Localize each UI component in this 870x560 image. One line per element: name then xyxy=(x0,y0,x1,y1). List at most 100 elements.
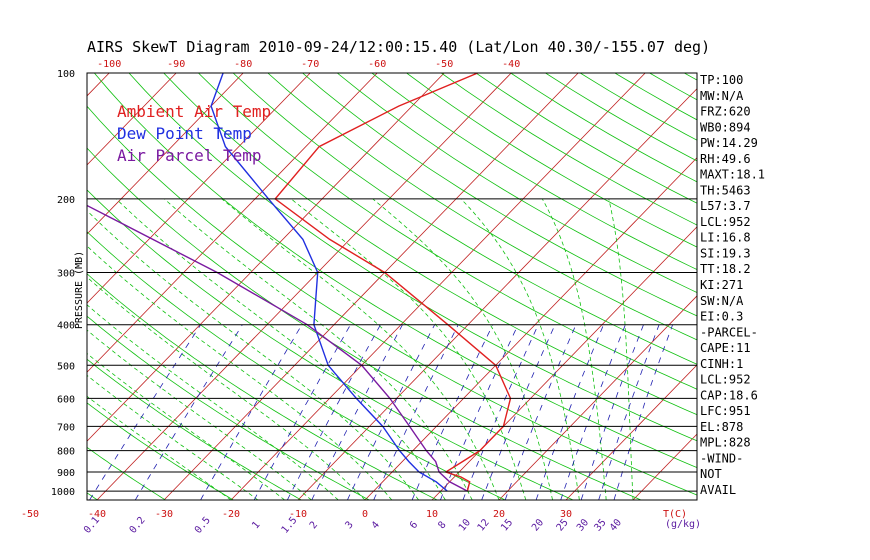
isotherm-line xyxy=(87,73,311,304)
mixing-ratio-line xyxy=(598,324,660,500)
moist-adiabat-line xyxy=(115,198,446,500)
mixing-ratio-tick-label: 20 xyxy=(530,517,546,533)
dry-adiabat-line xyxy=(649,73,697,101)
dry-adiabat-line xyxy=(87,231,506,500)
dry-adiabat-line xyxy=(87,446,166,500)
isotherm-line xyxy=(87,73,445,442)
moist-adiabat-line xyxy=(221,198,500,500)
dry-adiabat-line xyxy=(87,402,234,500)
index-line: LCL:952 xyxy=(700,215,751,229)
mixing-ratio-tick-label: 30 xyxy=(575,517,591,533)
index-line: AVAIL xyxy=(700,483,736,497)
isotherm-line xyxy=(96,73,512,500)
mixing-ratio-line xyxy=(462,324,539,500)
mixing-ratio-line xyxy=(200,324,303,500)
isotherm-line xyxy=(364,157,697,500)
bottom-temp-tick-label: -20 xyxy=(222,509,240,520)
dry-adiabat-line xyxy=(87,273,438,500)
mixing-ratio-line xyxy=(411,324,494,500)
moist-adiabat-line xyxy=(164,198,473,500)
index-line: EI:0.3 xyxy=(700,310,743,324)
index-line: MAXT:18.1 xyxy=(700,168,765,182)
index-line: MPL:828 xyxy=(700,436,751,450)
index-line: TT:18.2 xyxy=(700,262,751,276)
pressure-tick-label: 300 xyxy=(57,269,75,280)
bottom-temp-tick-label: 0 xyxy=(362,509,368,520)
bottom-temperature-axis: -50 -40 -30 -20 -10 0 10 20 30 T(C) xyxy=(21,509,687,520)
mixing-ratio-tick-label: 0.2 xyxy=(128,515,148,536)
moist-adiabat-line xyxy=(460,198,580,500)
chart-title: AIRS SkewT Diagram 2010-09-24/12:00:15.4… xyxy=(87,38,710,56)
bottom-temp-tick-label: -10 xyxy=(289,509,307,520)
isotherm-line xyxy=(498,295,697,500)
isotherm-line xyxy=(87,73,110,97)
moist-adiabat-line xyxy=(87,210,419,500)
index-line: KI:271 xyxy=(700,278,743,292)
moist-adiabat-line xyxy=(541,198,607,500)
dry-adiabat-line xyxy=(302,73,697,317)
index-line: FRZ:620 xyxy=(700,105,751,119)
mixing-ratio-line xyxy=(439,324,519,500)
mixing-ratio-axis: 0.1 0.2 0.5 1 1.5 2 3 4 6 8 10 12 15 20 25 30 35 40 (g/kg) xyxy=(82,515,701,536)
mixing-ratio-tick-label: 6 xyxy=(408,520,420,532)
mixing-ratio-line xyxy=(504,324,577,500)
mixing-ratio-tick-label: 10 xyxy=(457,517,473,533)
dry-adiabat-line xyxy=(754,73,870,500)
pressure-tick-label: 900 xyxy=(57,468,75,479)
isotherm-line xyxy=(230,73,646,500)
dry-adiabat-line xyxy=(232,73,697,365)
index-line: L57:3.7 xyxy=(700,199,751,213)
isotherm-line xyxy=(87,73,378,373)
mixing-ratio-tick-label: 35 xyxy=(593,517,609,533)
dry-adiabat-line xyxy=(93,73,697,469)
pressure-tick-label: 400 xyxy=(57,321,75,332)
top-temp-tick-label: -70 xyxy=(301,59,319,70)
dry-adiabat-line xyxy=(198,73,697,390)
index-line: SW:N/A xyxy=(700,294,744,308)
mixing-ratio-unit: (g/kg) xyxy=(665,519,701,530)
mixing-ratio-line xyxy=(311,324,403,500)
moist-adiabat-line xyxy=(87,245,393,500)
mixing-ratio-tick-label: 4 xyxy=(370,520,382,532)
dry-adiabat-line xyxy=(0,73,30,500)
index-line: EL:878 xyxy=(700,420,743,434)
moist-adiabat-line xyxy=(87,329,312,500)
isotherm-line xyxy=(87,73,177,166)
index-line: NOT xyxy=(700,467,722,481)
pressure-tick-label: 500 xyxy=(57,361,75,372)
moist-adiabat-line xyxy=(608,198,634,500)
dry-adiabat-line xyxy=(267,73,697,341)
index-line: TH:5463 xyxy=(700,183,751,197)
chart-legend: Ambient Air Temp Dew Point Temp Air Parcel… xyxy=(117,102,271,165)
index-line: LFC:951 xyxy=(700,404,751,418)
bottom-temp-tick-label: -50 xyxy=(21,509,39,520)
index-line: -WIND- xyxy=(700,452,743,466)
pressure-tick-label: 600 xyxy=(57,394,75,405)
top-temp-tick-label: -80 xyxy=(234,59,252,70)
dry-adiabat-line xyxy=(128,73,697,442)
index-line: LI:16.8 xyxy=(700,231,751,245)
isotherm-line xyxy=(565,364,697,500)
index-line: CINH:1 xyxy=(700,357,743,371)
dry-adiabat-line xyxy=(163,73,697,416)
moist-adiabat-line xyxy=(87,352,285,500)
mixing-ratio-tick-label: 0.5 xyxy=(193,515,213,536)
mixing-ratio-tick-label: 12 xyxy=(476,517,492,533)
legend-entry: Dew Point Temp xyxy=(117,124,252,143)
bottom-temp-tick-label: -40 xyxy=(88,509,106,520)
dry-adiabat-line xyxy=(87,189,574,500)
pressure-tick-label: 700 xyxy=(57,422,75,433)
index-line: TP:100 xyxy=(700,73,743,87)
top-temp-tick-label: -90 xyxy=(167,59,185,70)
bottom-temp-tick-label: 30 xyxy=(560,509,572,520)
index-line: PW:14.29 xyxy=(700,136,758,150)
mixing-ratio-tick-label: 1 xyxy=(250,520,262,532)
top-temperature-axis: -100 -90 -80 -70 -60 -50 -40 xyxy=(97,59,520,70)
mixing-ratio-line xyxy=(347,324,436,500)
isotherm-line xyxy=(163,73,579,500)
mixing-ratio-line xyxy=(373,324,459,500)
moist-adiabat-line xyxy=(87,276,366,500)
mixing-ratio-tick-label: 2 xyxy=(308,520,320,532)
pressure-tick-label: 100 xyxy=(57,69,75,80)
